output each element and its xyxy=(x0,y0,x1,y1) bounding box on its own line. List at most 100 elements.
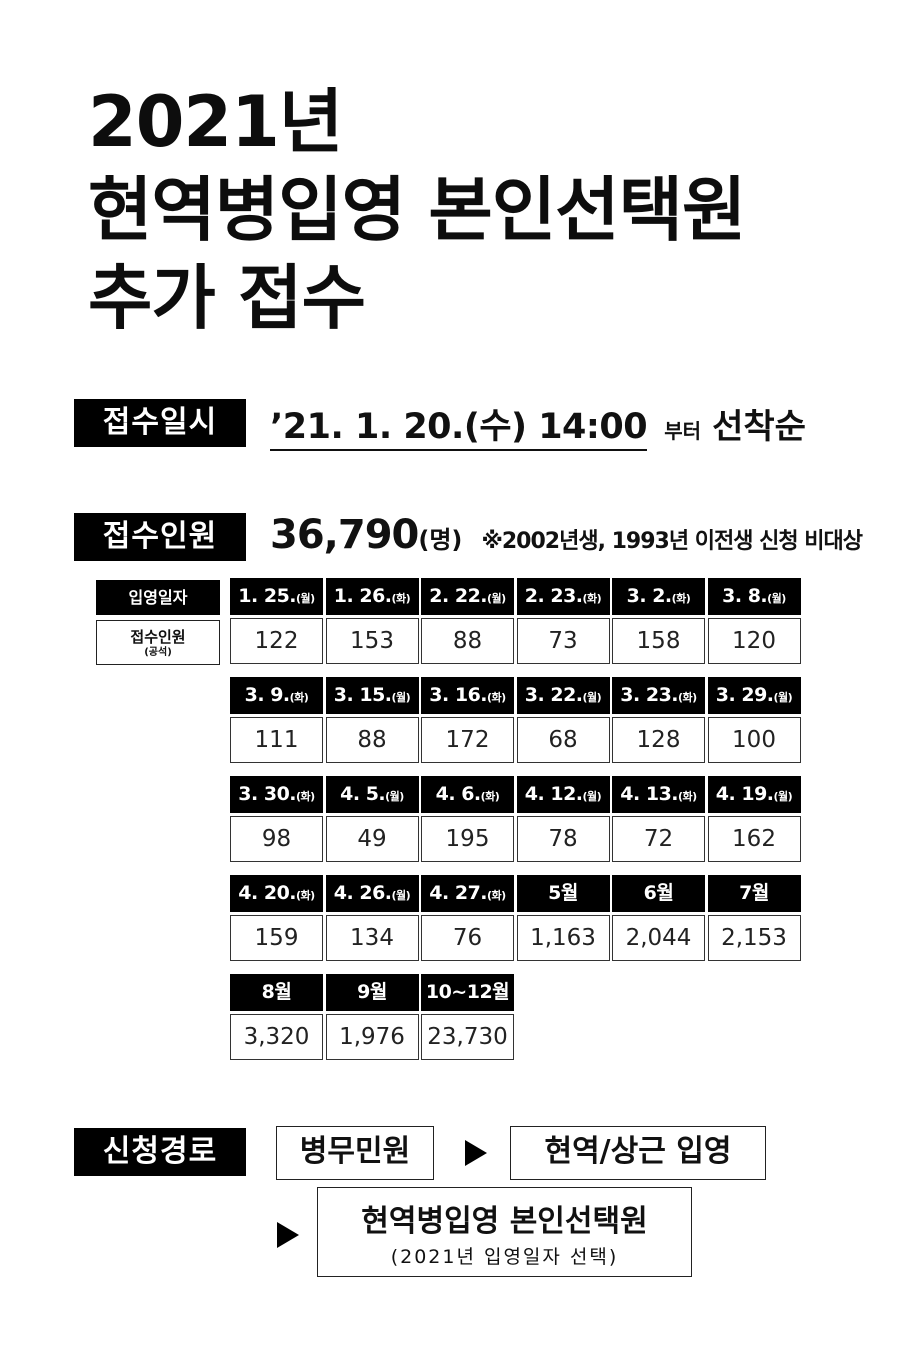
route-step-1: 병무민원 xyxy=(276,1126,434,1180)
reception-count-value: 78 xyxy=(516,816,610,862)
reception-count-value: 159 xyxy=(230,915,323,961)
weekday-text: (화) xyxy=(480,790,500,803)
table-cell: 9월 1,976 xyxy=(325,974,419,1060)
table-cell: 3. 22.(월) 68 xyxy=(516,677,610,763)
weekday-text: (화) xyxy=(487,889,506,902)
reception-count-row: 36,790(명) ※2002년생, 1993년 이전생 신청 비대상 xyxy=(270,512,863,558)
reception-count-value: 23,730 xyxy=(421,1014,514,1060)
table-cell: 3. 16.(화) 172 xyxy=(421,677,514,763)
date-text: 3. 15. xyxy=(333,684,392,706)
enlistment-date: 4. 20.(화) xyxy=(230,875,323,912)
weekday-text: (월) xyxy=(385,790,404,803)
date-text: 2. 22. xyxy=(429,585,488,607)
enlistment-date: 8월 xyxy=(230,974,323,1011)
weekday-text: (화) xyxy=(678,691,697,704)
enlistment-date: 4. 5.(월) xyxy=(325,776,419,813)
reception-count-value: 195 xyxy=(421,816,514,862)
weekday-text: (화) xyxy=(296,790,315,803)
table-cell: 10~12월 23,730 xyxy=(421,974,514,1060)
enlistment-date: 3. 15.(월) xyxy=(325,677,419,714)
table-cell: 3. 9.(화) 111 xyxy=(230,677,323,763)
arrow-right-icon xyxy=(277,1222,299,1248)
date-text: 4. 19. xyxy=(715,783,774,805)
reception-count-value: 100 xyxy=(707,717,801,763)
date-text: 2. 23. xyxy=(524,585,583,607)
row-label-sub: (공석) xyxy=(144,647,172,658)
reception-count-value: 72 xyxy=(612,816,705,862)
weekday-text: (화) xyxy=(296,889,315,902)
reception-count-value: 49 xyxy=(325,816,419,862)
reception-count-value: 2,153 xyxy=(707,915,801,961)
route-step-2: 현역/상근 입영 xyxy=(510,1126,766,1180)
reception-count-value: 2,044 xyxy=(612,915,705,961)
table-cell: 5월 1,163 xyxy=(516,875,610,961)
table-cell: 3. 29.(월) 100 xyxy=(707,677,801,763)
reception-count-value: 120 xyxy=(707,618,801,664)
enlistment-date: 6월 xyxy=(612,875,705,912)
weekday-text: (월) xyxy=(487,592,506,605)
reception-count-value: 1,163 xyxy=(516,915,610,961)
enlistment-date: 2. 23.(화) xyxy=(516,578,610,615)
date-text: 5월 xyxy=(548,882,578,904)
enlistment-date: 3. 9.(화) xyxy=(230,677,323,714)
enlistment-date: 3. 16.(화) xyxy=(421,677,514,714)
table-cell: 3. 30.(화) 98 xyxy=(230,776,323,862)
reception-unit: (명) xyxy=(418,526,463,554)
weekday-text: (화) xyxy=(391,592,411,605)
reception-count-value: 153 xyxy=(325,618,419,664)
weekday-text: (월) xyxy=(582,691,602,704)
enlistment-date: 4. 27.(화) xyxy=(421,875,514,912)
enlistment-date: 4. 6.(화) xyxy=(421,776,514,813)
table-cell: 3. 23.(화) 128 xyxy=(612,677,705,763)
date-text: 7월 xyxy=(739,882,769,904)
enlistment-date: 3. 8.(월) xyxy=(707,578,801,615)
date-text: 4. 12. xyxy=(524,783,583,805)
reception-count-value: 122 xyxy=(230,618,323,664)
table-cell: 4. 20.(화) 159 xyxy=(230,875,323,961)
date-text: 4. 20. xyxy=(238,882,297,904)
route-step-3: 현역병입영 본인선택원 (2021년 입영일자 선택) xyxy=(317,1187,692,1277)
table-cell: 3. 2.(화) 158 xyxy=(612,578,705,664)
reception-order: 선착순 xyxy=(712,407,806,447)
date-text: 3. 23. xyxy=(620,684,679,706)
weekday-text: (월) xyxy=(391,691,411,704)
reception-count-value: 88 xyxy=(421,618,514,664)
table-cell: 6월 2,044 xyxy=(612,875,705,961)
weekday-text: (월) xyxy=(773,691,793,704)
weekday-text: (화) xyxy=(582,592,602,605)
enlistment-date: 5월 xyxy=(516,875,610,912)
table-cell: 8월 3,320 xyxy=(230,974,323,1060)
enlistment-date: 10~12월 xyxy=(421,974,514,1011)
date-text: 6월 xyxy=(643,882,674,904)
date-text: 1. 26. xyxy=(333,585,392,607)
reception-count-value: 76 xyxy=(421,915,514,961)
reception-count-value: 158 xyxy=(612,618,705,664)
enlistment-date: 1. 26.(화) xyxy=(325,578,419,615)
table-cell: 4. 5.(월) 49 xyxy=(325,776,419,862)
date-text: 3. 8. xyxy=(722,585,768,607)
date-text: 4. 27. xyxy=(429,882,488,904)
table-cell: 4. 12.(월) 78 xyxy=(516,776,610,862)
enlistment-date: 3. 22.(월) xyxy=(516,677,610,714)
table-cell: 1. 25.(월) 122 xyxy=(230,578,323,664)
table-cell: 1. 26.(화) 153 xyxy=(325,578,419,664)
reception-time-row: ’21. 1. 20.(수) 14:00 부터 선착순 xyxy=(270,398,806,451)
reception-time-label: 접수일시 xyxy=(74,399,246,447)
date-text: 3. 2. xyxy=(626,585,673,607)
enlistment-date: 4. 26.(월) xyxy=(325,875,419,912)
reception-count-value: 111 xyxy=(230,717,323,763)
weekday-text: (화) xyxy=(487,691,506,704)
table-cell: 4. 19.(월) 162 xyxy=(707,776,801,862)
table-cell: 4. 27.(화) 76 xyxy=(421,875,514,961)
enlistment-date: 1. 25.(월) xyxy=(230,578,323,615)
reception-total: 36,790 xyxy=(270,512,419,558)
reception-count-value: 172 xyxy=(421,717,514,763)
table-row-label: 접수인원 (공석) xyxy=(96,620,220,665)
reception-count-label: 접수인원 xyxy=(74,513,246,561)
enlistment-date: 2. 22.(월) xyxy=(421,578,514,615)
reception-from: 부터 xyxy=(664,419,702,443)
reception-count-value: 73 xyxy=(516,618,610,664)
table-cell: 4. 26.(월) 134 xyxy=(325,875,419,961)
date-text: 3. 22. xyxy=(524,684,583,706)
title-line-2: 현역병입영 본인선택원 xyxy=(88,169,746,251)
